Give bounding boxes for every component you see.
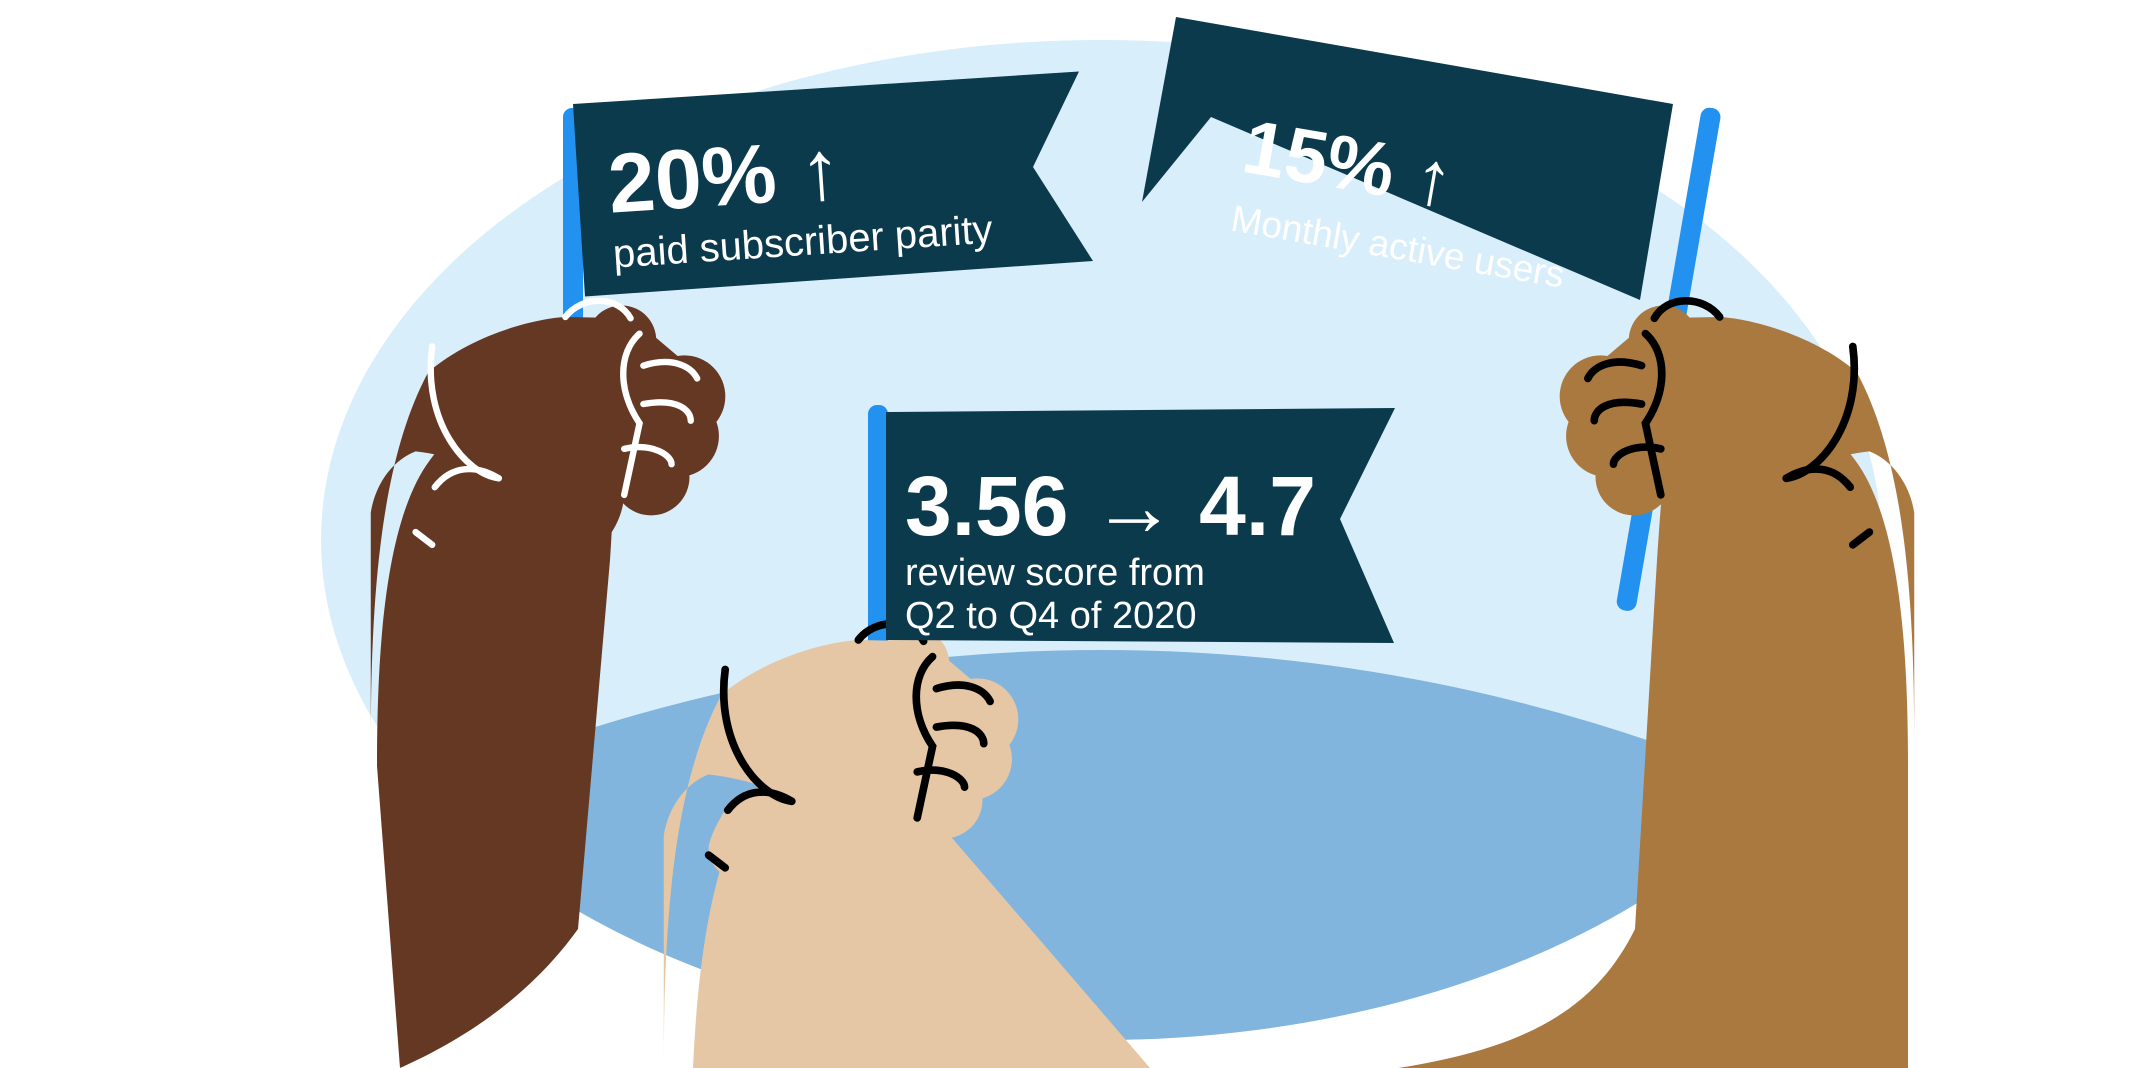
svg-text:20% ↑: 20% ↑ <box>605 121 844 230</box>
svg-text:3.56 → 4.7: 3.56 → 4.7 <box>905 459 1316 553</box>
svg-text:review score from: review score from <box>905 552 1205 594</box>
svg-text:Q2 to Q4 of 2020: Q2 to Q4 of 2020 <box>905 595 1197 637</box>
